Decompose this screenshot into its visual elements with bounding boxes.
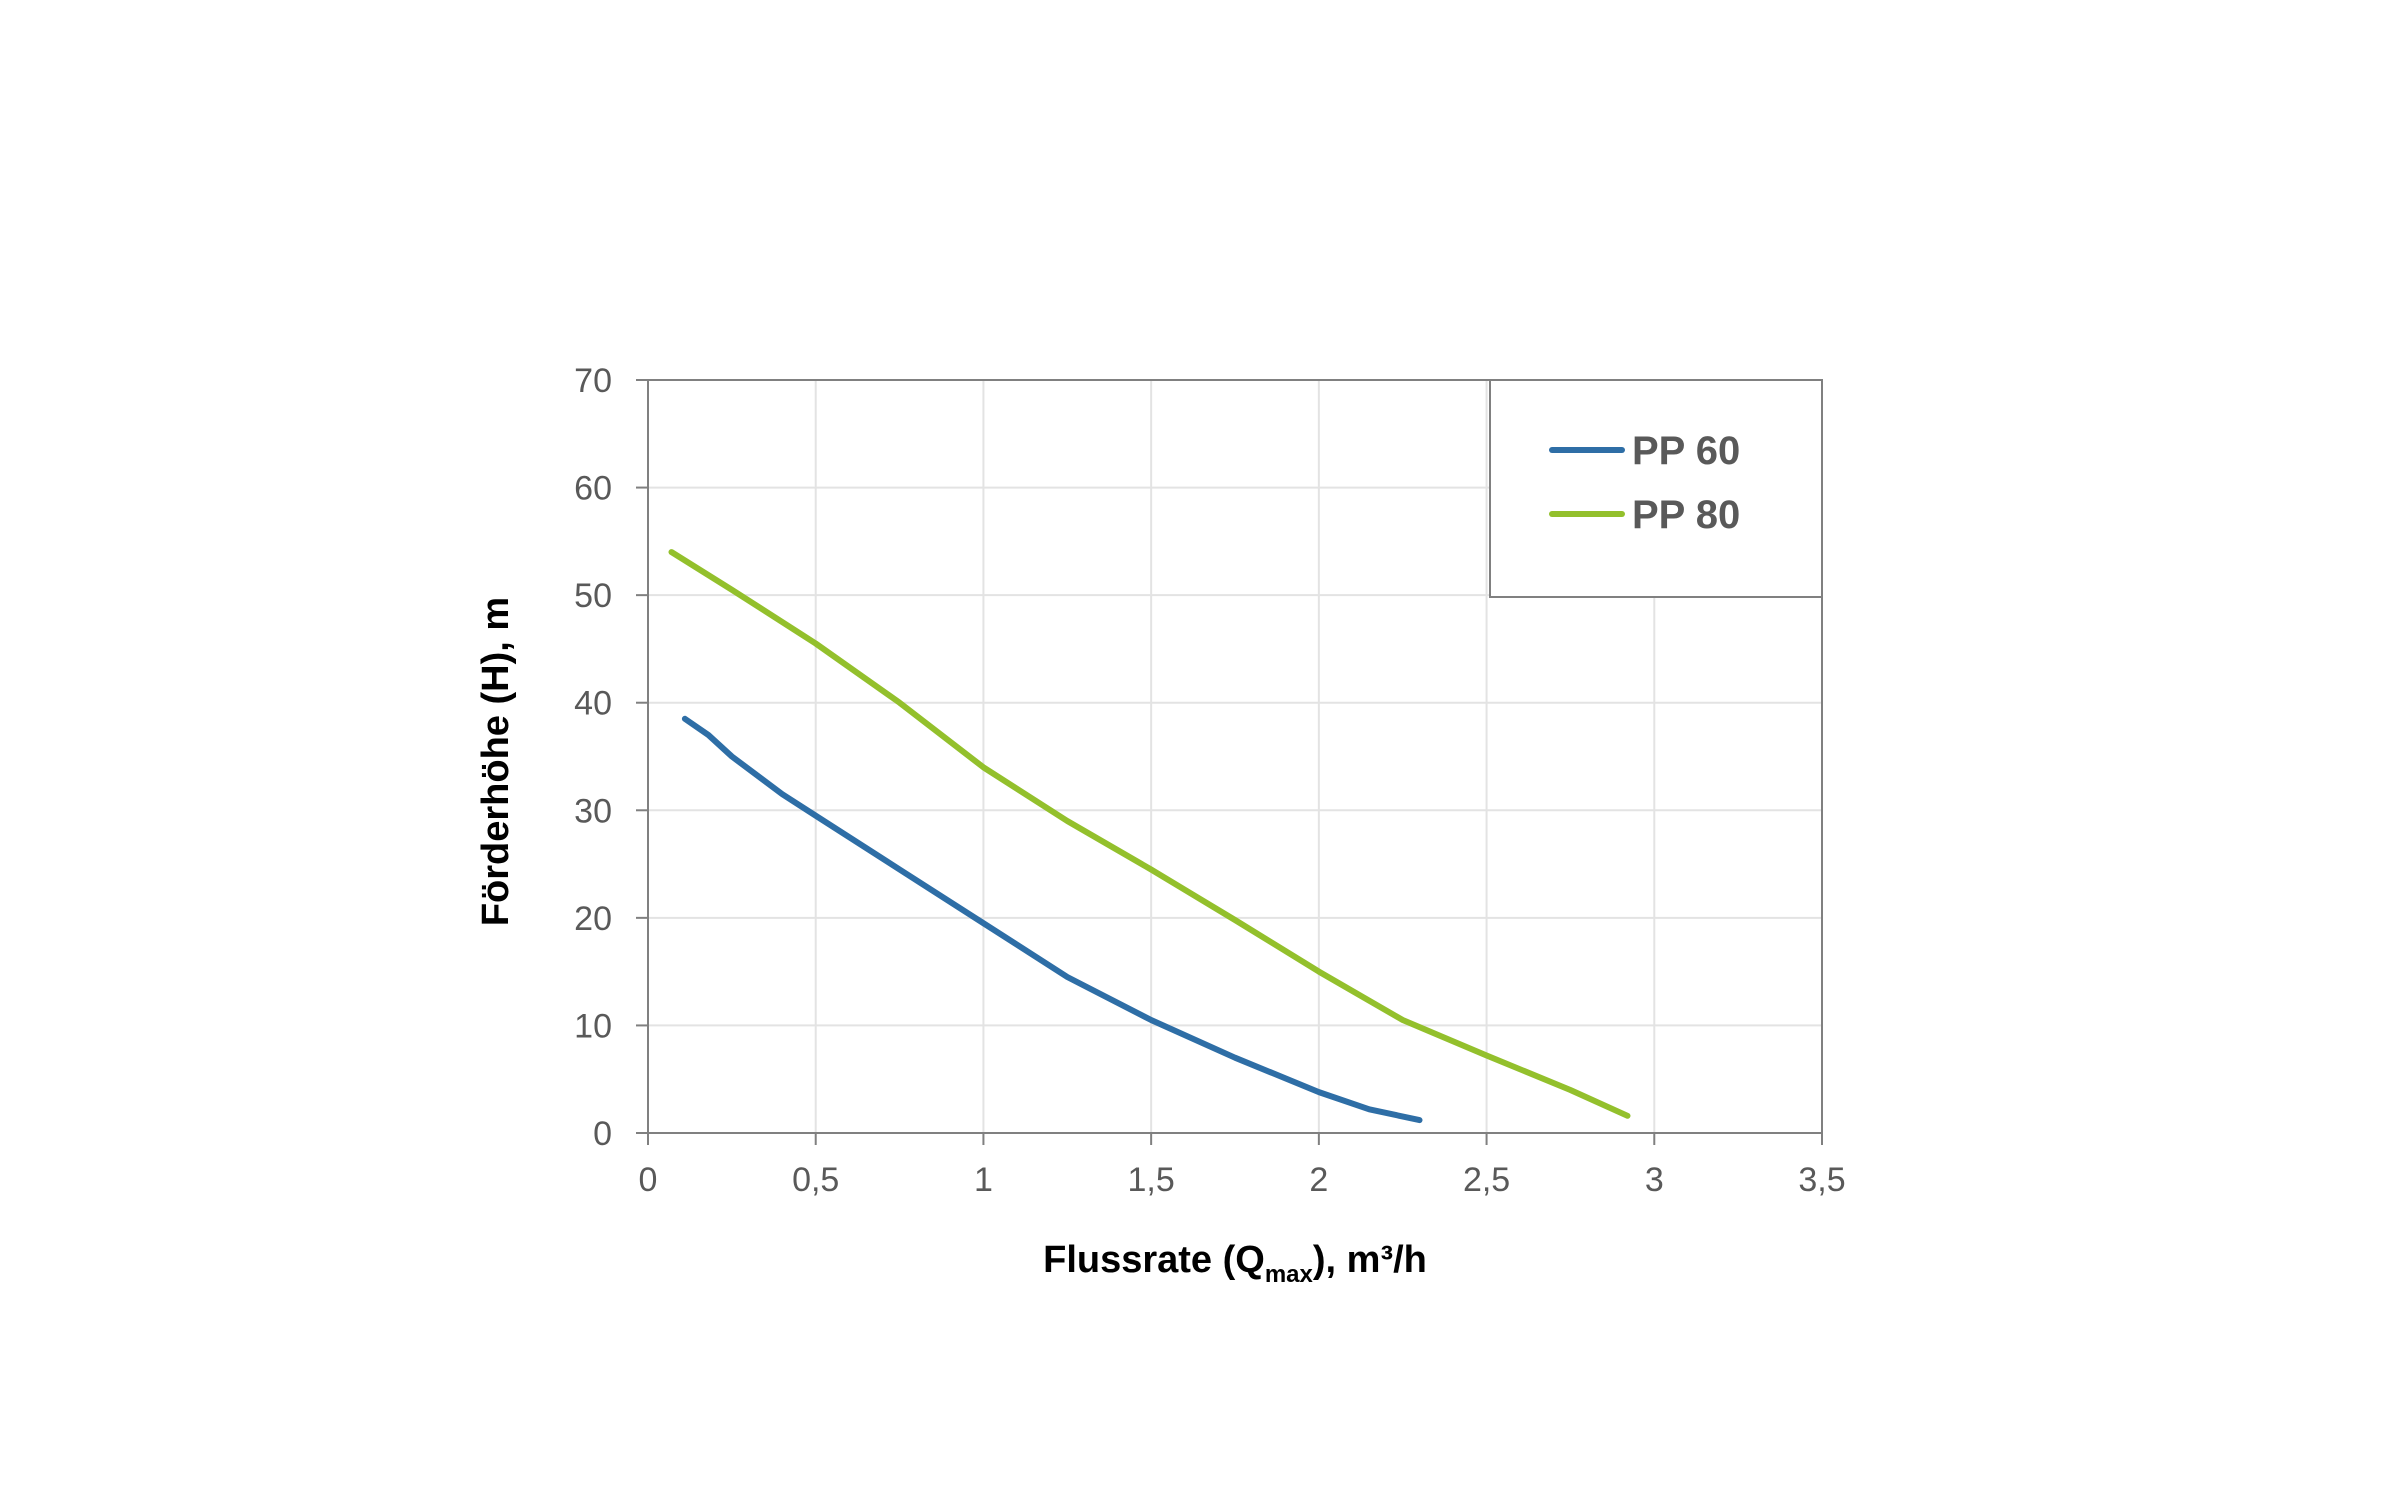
series-line-1: [668, 549, 1631, 1119]
data-point: [1067, 821, 1068, 822]
series-line-0: [681, 715, 1423, 1124]
y-tick-label: 20: [574, 900, 612, 938]
plot-area-border: [647, 379, 1823, 1134]
data-point: [1419, 1120, 1420, 1121]
data-point: [1402, 1020, 1403, 1021]
data-point: [708, 734, 709, 735]
data-point: [1067, 977, 1068, 978]
y-tick-label: 10: [574, 1007, 612, 1045]
x-tick-label: 1: [974, 1161, 993, 1199]
data-point: [1151, 1020, 1152, 1021]
x-tick-label: 3: [1645, 1161, 1664, 1199]
data-point: [899, 869, 900, 870]
legend-label-pp-80: PP 80: [1632, 493, 1740, 537]
y-tick-label: 40: [574, 685, 612, 723]
data-point: [684, 718, 685, 719]
x-tick-label: 0: [639, 1161, 658, 1199]
x-axis-title-subscript: max: [1265, 1261, 1314, 1288]
legend-label-pp-60: PP 60: [1632, 429, 1740, 473]
x-tick-label: 2: [1309, 1161, 1328, 1199]
x-tick-label: 2,5: [1463, 1161, 1510, 1199]
x-axis-title-rest: ), m³/h: [1313, 1239, 1427, 1281]
y-axis-title: Förderhöhe (H), m: [475, 597, 517, 926]
data-point: [1486, 1055, 1487, 1056]
x-axis-ticks: 0 0,5 1 1,5 2 2,5 3 3,5: [639, 1133, 1846, 1199]
legend-box: [1489, 379, 1823, 598]
data-point: [1318, 1092, 1319, 1093]
y-tick-label: 30: [574, 792, 612, 830]
data-point: [1151, 869, 1152, 870]
y-tick-label: 70: [574, 362, 612, 400]
data-point: [899, 702, 900, 703]
data-point: [1235, 920, 1236, 921]
y-tick-label: 60: [574, 470, 612, 508]
data-point: [1235, 1057, 1236, 1058]
data-point: [782, 794, 783, 795]
x-axis-title: Flussrate (Qmax), m³/h: [1043, 1239, 1427, 1288]
y-axis-ticks: 0 10 20 30 40 50 60 70: [574, 362, 648, 1153]
y-tick-label: 0: [593, 1115, 612, 1153]
data-point: [1570, 1089, 1571, 1090]
data-point: [1369, 1109, 1370, 1110]
data-point: [815, 815, 816, 816]
data-point: [983, 767, 984, 768]
data-point: [671, 552, 672, 553]
legend: PP 60 PP 80: [1489, 379, 1823, 598]
data-point: [731, 756, 732, 757]
x-axis-title-main: Flussrate (Q: [1043, 1239, 1265, 1281]
data-point: [731, 589, 732, 590]
data-point: [1318, 971, 1319, 972]
data-point: [983, 923, 984, 924]
x-tick-label: 3,5: [1798, 1161, 1845, 1199]
x-tick-label: 0,5: [792, 1161, 839, 1199]
series-lines: [668, 549, 1631, 1124]
data-point: [815, 643, 816, 644]
y-tick-label: 50: [574, 577, 612, 615]
data-point: [1627, 1115, 1628, 1116]
x-tick-label: 1,5: [1128, 1161, 1175, 1199]
